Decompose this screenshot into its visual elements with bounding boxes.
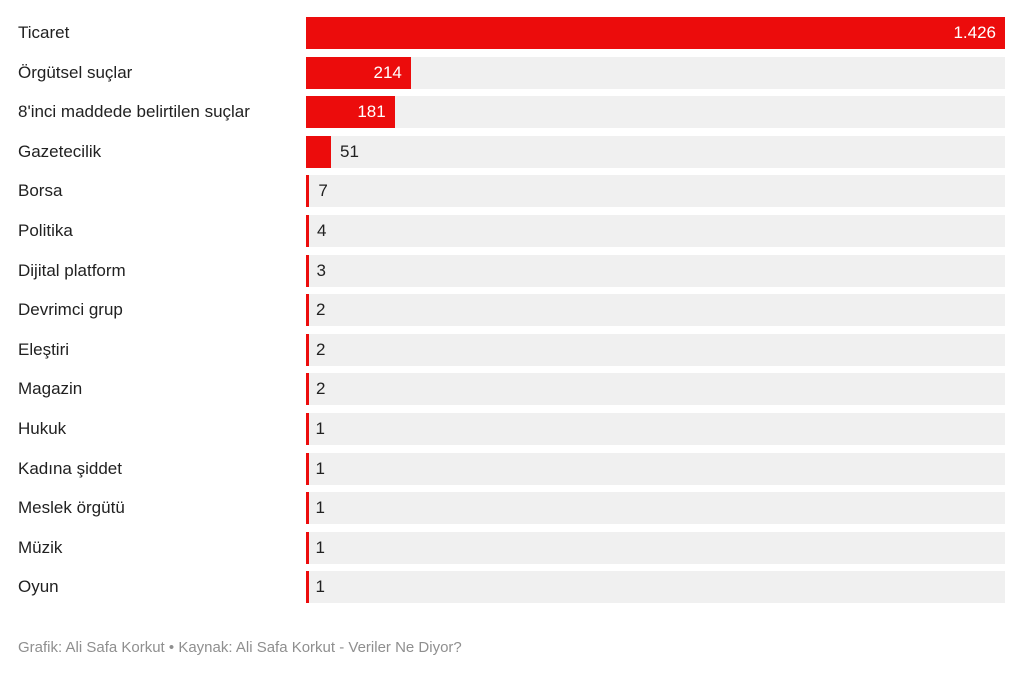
bar-track: 1: [306, 492, 1005, 525]
chart-row: Müzik 1: [18, 531, 1005, 564]
bar: [306, 254, 309, 287]
category-label: Hukuk: [18, 418, 67, 438]
value-label: 1: [315, 537, 325, 557]
category-label: Dijital platform: [18, 260, 126, 280]
bar: [306, 135, 331, 168]
bar-track: 1: [306, 452, 1005, 485]
bar-track: 1: [306, 412, 1005, 445]
bar-track: 3: [306, 254, 1005, 287]
category-label: Müzik: [18, 537, 63, 557]
bar-chart: Ticaret 1.426 Örgütsel suçlar 214 8'inci mad…: [18, 17, 1005, 604]
chart-row: Borsa 7: [18, 175, 1005, 208]
value-label: 51: [339, 141, 359, 161]
bar: [306, 452, 309, 485]
chart-rows: Ticaret 1.426 Örgütsel suçlar 214 8'inci mad…: [18, 17, 1005, 604]
category-label: Politika: [18, 220, 73, 240]
category-label: 8'inci maddede belirtilen suçlar: [18, 102, 250, 122]
category-label: Örgütsel suçlar: [18, 62, 133, 82]
bar: 214: [306, 56, 411, 89]
bar: [306, 214, 309, 247]
chart-row: Dijital platform 3: [18, 254, 1005, 287]
value-label: 1: [315, 418, 325, 438]
value-label: 4: [316, 220, 327, 240]
bar: [306, 571, 309, 604]
chart-row: Gazetecilik 51: [18, 135, 1005, 168]
bar-track: 7: [306, 175, 1005, 208]
value-label: 1.426: [953, 23, 996, 42]
bar-track: 2: [306, 294, 1005, 327]
chart-row: Ticaret 1.426: [18, 17, 1005, 49]
value-label: 7: [318, 181, 328, 201]
bar: [306, 492, 309, 525]
bar: [306, 333, 309, 366]
chart-row: Politika 4: [18, 214, 1005, 247]
value-label: 1: [315, 498, 325, 518]
chart-row: Örgütsel suçlar 214: [18, 56, 1005, 89]
bar-track: 4: [306, 214, 1005, 247]
chart-row: Hukuk 1: [18, 412, 1005, 445]
category-label: Magazin: [18, 379, 83, 399]
bar-track: 214: [306, 56, 1005, 89]
bar: [306, 175, 310, 208]
value-label: 3: [316, 260, 326, 280]
bar-track: 51: [306, 135, 1005, 168]
category-label: Devrimci grup: [18, 300, 123, 320]
chart-row: 8'inci maddede belirtilen suçlar 181: [18, 96, 1005, 129]
bar: [306, 531, 309, 564]
category-label: Kadına şiddet: [18, 458, 122, 478]
chart-row: Kadına şiddet 1: [18, 452, 1005, 485]
bar-track: 1: [306, 571, 1005, 604]
chart-row: Eleştiri 2: [18, 333, 1005, 366]
bar: 181: [306, 96, 395, 129]
value-label: 1: [315, 458, 325, 478]
category-label: Gazetecilik: [18, 141, 102, 161]
bar: [306, 412, 309, 445]
bar-track: 1.426: [306, 17, 1005, 49]
category-label: Meslek örgütü: [18, 498, 125, 518]
chart-row: Meslek örgütü 1: [18, 492, 1005, 525]
bar-track: 181: [306, 96, 1005, 129]
category-label: Oyun: [18, 577, 59, 597]
category-label: Borsa: [18, 181, 63, 201]
value-label: 1: [315, 577, 325, 597]
bar: [306, 294, 309, 327]
chart-credit: Grafik: Ali Safa Korkut • Kaynak: Ali Sa…: [18, 639, 462, 656]
category-label: Ticaret: [18, 23, 70, 42]
value-label: 214: [373, 62, 402, 82]
bar: 1.426: [306, 17, 1005, 49]
value-label: 2: [315, 379, 326, 399]
bar-track: 2: [306, 333, 1005, 366]
bar-track: 1: [306, 531, 1005, 564]
bar-track: 2: [306, 373, 1005, 406]
chart-row: Magazin 2: [18, 373, 1005, 406]
value-label: 181: [357, 102, 386, 122]
value-label: 2: [315, 339, 326, 359]
value-label: 2: [315, 300, 326, 320]
chart-row: Devrimci grup 2: [18, 294, 1005, 327]
bar: [306, 373, 309, 406]
category-label: Eleştiri: [18, 339, 70, 359]
chart-row: Oyun 1: [18, 571, 1005, 604]
